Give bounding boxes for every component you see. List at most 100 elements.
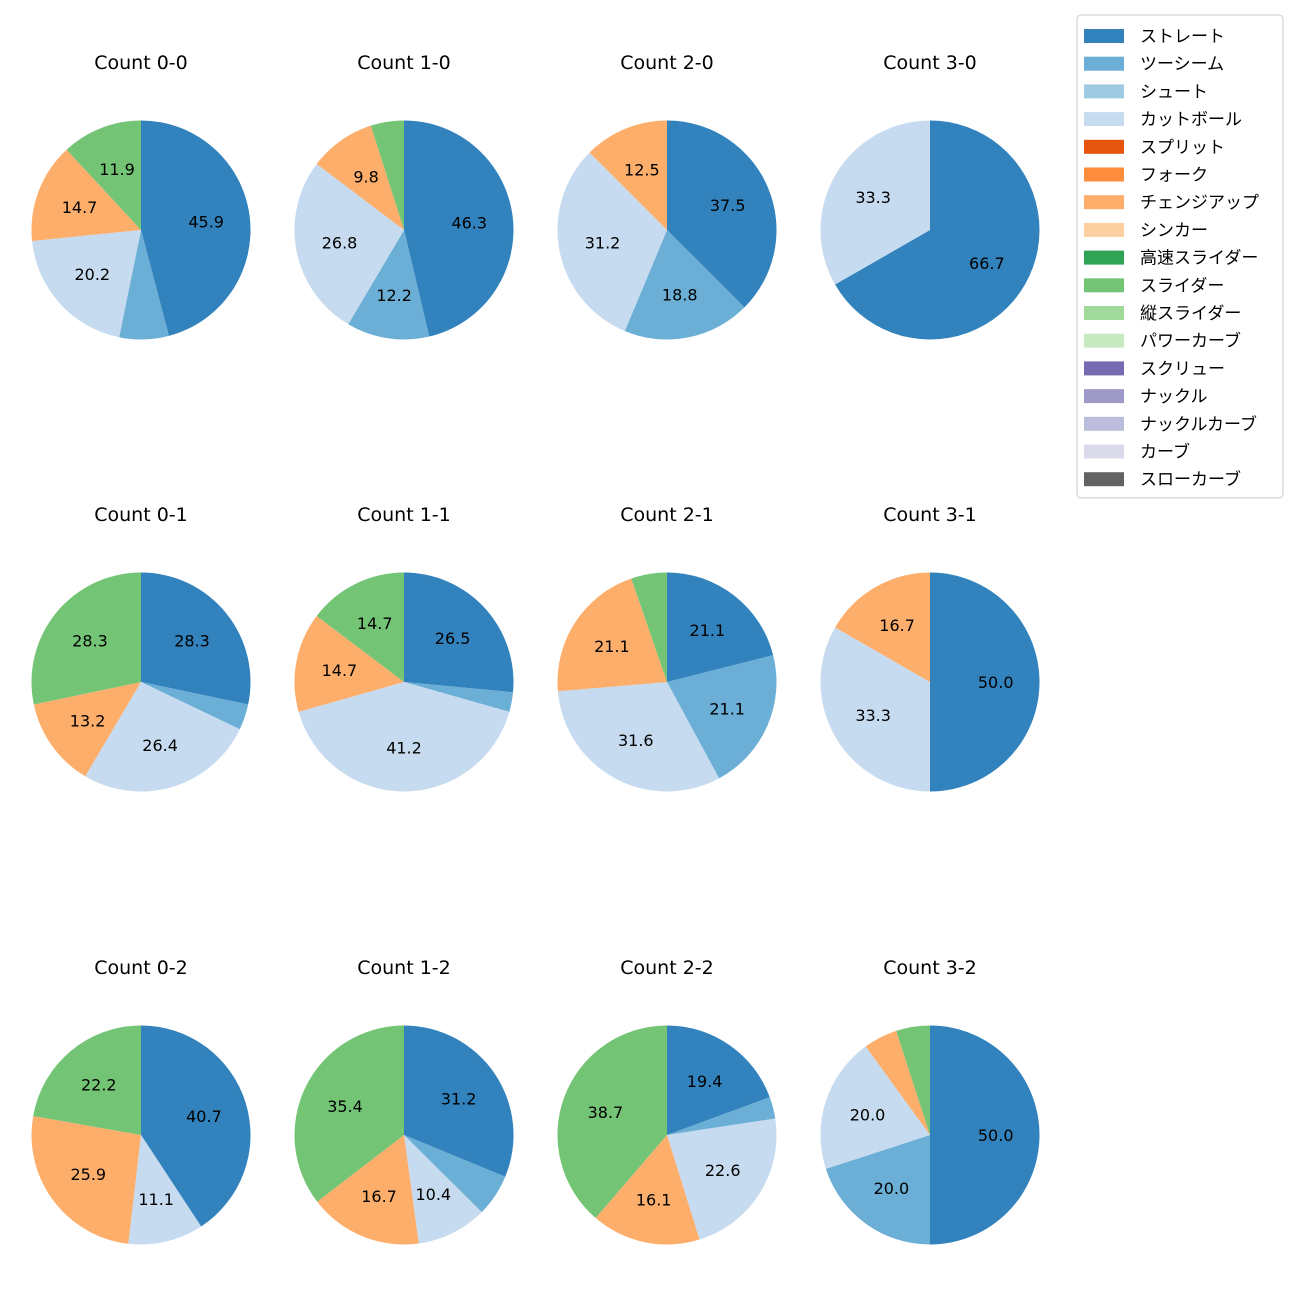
legend-swatch — [1084, 195, 1124, 210]
pie-slice — [557, 1025, 667, 1219]
legend-swatch — [1084, 56, 1124, 71]
legend-label: シュート — [1140, 82, 1208, 102]
pie-slice — [404, 1135, 482, 1244]
pie-slice — [667, 572, 774, 682]
pie-title: Count 2-1 — [620, 504, 714, 526]
slice-label: 21.1 — [594, 637, 630, 656]
slice-label: 22.2 — [81, 1076, 117, 1095]
legend-label: 縦スライダー — [1140, 304, 1241, 324]
legend-frame — [1076, 14, 1284, 499]
pie-title: Count 1-2 — [357, 957, 451, 979]
pie-slice — [835, 120, 1040, 340]
legend-label: カットボール — [1140, 110, 1242, 130]
legend-swatch — [1084, 112, 1124, 127]
pie-slice — [294, 615, 404, 712]
pie-chart: Count 1-1 26.5 41.2 14.7 14.7 — [294, 504, 514, 792]
pie-title: Count 0-1 — [94, 504, 188, 526]
pie-slice — [865, 1030, 930, 1135]
pie-slice — [667, 1118, 777, 1240]
slice-label: 20.2 — [74, 265, 110, 284]
pie-title: Count 0-0 — [94, 52, 188, 74]
legend: ストレートツーシームシュートカットボールスプリットフォークチェンジアップシンカー… — [1076, 14, 1284, 499]
pie-slice — [33, 682, 141, 777]
pie-chart: Count 3-1 50.0 33.3 16.7 — [820, 504, 1040, 792]
legend-swatch — [1084, 222, 1124, 237]
pie-chart: Count 2-2 19.4 22.6 16.1 38.7 — [557, 957, 777, 1245]
pie-slice — [557, 578, 667, 692]
slice-label: 21.1 — [690, 621, 726, 640]
pie-slice — [119, 230, 169, 340]
slice-label: 9.8 — [353, 167, 378, 186]
legend-label: パワーカーブ — [1140, 331, 1241, 352]
pie-chart: Count 2-1 21.1 21.1 31.6 21.1 — [557, 504, 777, 792]
slice-label: 66.7 — [969, 254, 1005, 273]
pie-slice — [141, 1025, 251, 1227]
legend-label: ツーシーム — [1140, 55, 1224, 75]
pie-title: Count 3-0 — [883, 52, 977, 74]
pie-slice — [404, 572, 514, 693]
pie-slice — [85, 682, 240, 792]
pie-slice — [667, 1097, 776, 1135]
pie-slice — [32, 230, 141, 338]
slice-label: 20.0 — [850, 1106, 886, 1125]
pie-slice — [589, 120, 667, 230]
slice-label: 31.6 — [618, 731, 654, 750]
slice-label: 33.3 — [855, 706, 891, 725]
pie-slice — [33, 1025, 141, 1135]
pie-chart: Count 1-0 46.3 12.2 26.8 9.8 — [294, 52, 514, 340]
slice-label: 22.6 — [705, 1161, 741, 1180]
legend-label: ナックルカーブ — [1140, 414, 1257, 435]
pie-slice — [404, 682, 514, 712]
legend-label: ナックル — [1140, 387, 1208, 407]
slice-label: 14.7 — [322, 661, 358, 680]
slice-label: 45.9 — [188, 213, 224, 232]
slice-label: 10.4 — [415, 1185, 451, 1204]
pie-title: Count 3-1 — [883, 504, 977, 526]
pie-slice — [141, 572, 251, 705]
pie-slice — [316, 125, 404, 230]
pie-slice — [298, 682, 510, 792]
legend-swatch — [1084, 250, 1124, 265]
legend-swatch — [1084, 416, 1124, 431]
pie-slice — [624, 230, 745, 340]
pie-chart: Count 0-2 40.7 11.1 25.9 22.2 — [31, 957, 251, 1245]
pie-chart: Count 3-2 50.0 20.0 20.0 — [820, 957, 1040, 1245]
legend-swatch — [1084, 29, 1124, 43]
pie-slice — [595, 1135, 700, 1245]
legend-swatch — [1084, 361, 1124, 376]
slice-label: 14.7 — [62, 198, 98, 217]
pie-slice — [294, 163, 404, 325]
pie-slice — [317, 1135, 419, 1245]
pie-slice — [128, 1135, 202, 1245]
pie-slice — [141, 120, 251, 336]
pie-slice — [370, 120, 404, 230]
slice-label: 26.4 — [142, 736, 178, 755]
slice-label: 28.3 — [72, 632, 108, 651]
legend-label: チェンジアップ — [1140, 193, 1259, 213]
pie-slice — [667, 1025, 770, 1135]
pie-slice — [294, 1025, 404, 1202]
legend-label: スプリット — [1140, 138, 1225, 158]
legend-swatch — [1084, 472, 1124, 487]
legend-label: シンカー — [1140, 221, 1208, 241]
legend-label: ストレート — [1140, 27, 1225, 47]
legend-swatch — [1084, 167, 1124, 182]
pie-slice — [667, 120, 777, 308]
pie-slice — [835, 572, 930, 682]
slice-label: 14.7 — [357, 614, 393, 633]
pie-title: Count 2-0 — [620, 52, 714, 74]
pie-slice — [825, 1135, 930, 1245]
pie-slice — [820, 1046, 930, 1169]
slice-label: 25.9 — [70, 1165, 106, 1184]
slice-label: 19.4 — [687, 1072, 723, 1091]
pie-slice — [930, 1025, 1040, 1245]
pie-slice — [667, 655, 777, 779]
pie-slice — [348, 230, 430, 340]
pie-slice — [404, 120, 514, 337]
pie-title: Count 0-2 — [94, 957, 188, 979]
slice-label: 41.2 — [386, 739, 422, 758]
slice-label: 26.8 — [322, 234, 358, 253]
legend-label: フォーク — [1140, 166, 1208, 186]
slice-label: 40.7 — [186, 1107, 222, 1126]
legend-swatch — [1084, 278, 1124, 293]
